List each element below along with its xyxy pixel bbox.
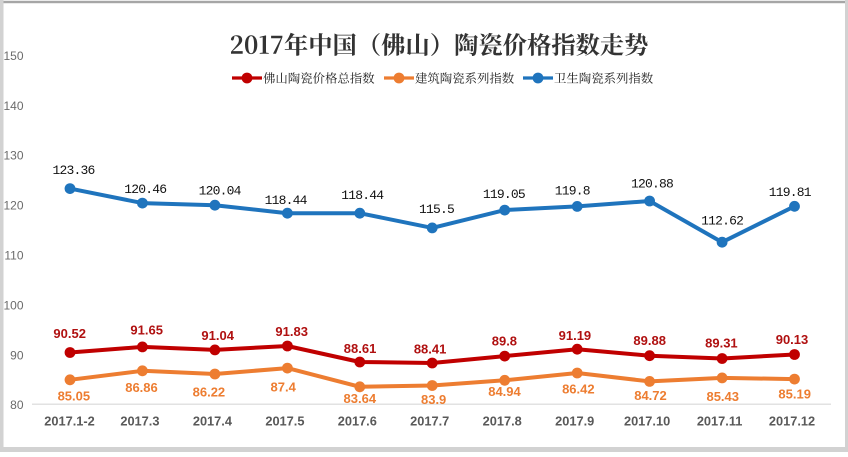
- svg-text:86.86: 86.86: [125, 380, 158, 395]
- svg-text:84.94: 84.94: [488, 384, 521, 399]
- svg-text:2017.7: 2017.7: [410, 414, 449, 429]
- svg-text:2017.11: 2017.11: [697, 414, 743, 429]
- svg-text:86.42: 86.42: [562, 381, 595, 396]
- svg-text:2017.6: 2017.6: [338, 414, 377, 429]
- svg-text:89.88: 89.88: [633, 333, 666, 348]
- svg-text:140: 140: [3, 99, 23, 113]
- svg-text:118.44: 118.44: [341, 188, 384, 203]
- svg-text:89.31: 89.31: [705, 335, 738, 350]
- svg-text:130: 130: [3, 149, 23, 163]
- svg-text:2017.3: 2017.3: [120, 414, 159, 429]
- svg-text:87.4: 87.4: [271, 379, 297, 394]
- svg-text:118.44: 118.44: [265, 193, 308, 208]
- svg-text:90.13: 90.13: [776, 332, 809, 347]
- svg-text:86.22: 86.22: [193, 384, 226, 399]
- svg-text:119.05: 119.05: [483, 187, 525, 202]
- svg-text:123.36: 123.36: [52, 163, 94, 178]
- svg-text:91.83: 91.83: [275, 324, 308, 339]
- svg-text:110: 110: [4, 249, 23, 263]
- svg-text:2017.12: 2017.12: [769, 414, 815, 429]
- svg-text:85.43: 85.43: [706, 389, 739, 404]
- svg-text:83.64: 83.64: [344, 391, 377, 406]
- svg-text:91.19: 91.19: [559, 328, 592, 343]
- svg-text:120.46: 120.46: [124, 182, 166, 197]
- svg-text:83.9: 83.9: [421, 392, 446, 407]
- svg-text:2017.8: 2017.8: [483, 414, 522, 429]
- svg-text:120.04: 120.04: [199, 184, 242, 199]
- svg-text:89.8: 89.8: [492, 333, 517, 348]
- svg-text:2017.1-2: 2017.1-2: [44, 414, 95, 429]
- svg-text:119.81: 119.81: [769, 185, 812, 200]
- svg-text:115.5: 115.5: [419, 202, 454, 217]
- svg-text:85.05: 85.05: [58, 388, 91, 403]
- svg-text:100: 100: [3, 298, 23, 312]
- svg-text:80: 80: [10, 398, 24, 412]
- svg-text:2017.9: 2017.9: [555, 414, 594, 429]
- svg-text:88.61: 88.61: [344, 341, 377, 356]
- svg-text:2017.4: 2017.4: [193, 414, 233, 429]
- svg-text:2017.5: 2017.5: [265, 414, 304, 429]
- svg-text:112.62: 112.62: [701, 214, 743, 229]
- svg-text:150: 150: [3, 49, 23, 63]
- svg-text:91.65: 91.65: [130, 323, 163, 338]
- svg-text:85.19: 85.19: [778, 386, 811, 401]
- svg-text:90.52: 90.52: [53, 326, 86, 341]
- svg-text:2017.10: 2017.10: [624, 414, 670, 429]
- svg-text:84.72: 84.72: [634, 388, 667, 403]
- svg-text:88.41: 88.41: [414, 342, 447, 357]
- svg-text:120: 120: [3, 199, 23, 213]
- svg-text:119.8: 119.8: [555, 184, 590, 199]
- svg-text:90: 90: [10, 348, 24, 362]
- svg-text:91.04: 91.04: [201, 328, 234, 343]
- svg-text:120.88: 120.88: [631, 176, 673, 191]
